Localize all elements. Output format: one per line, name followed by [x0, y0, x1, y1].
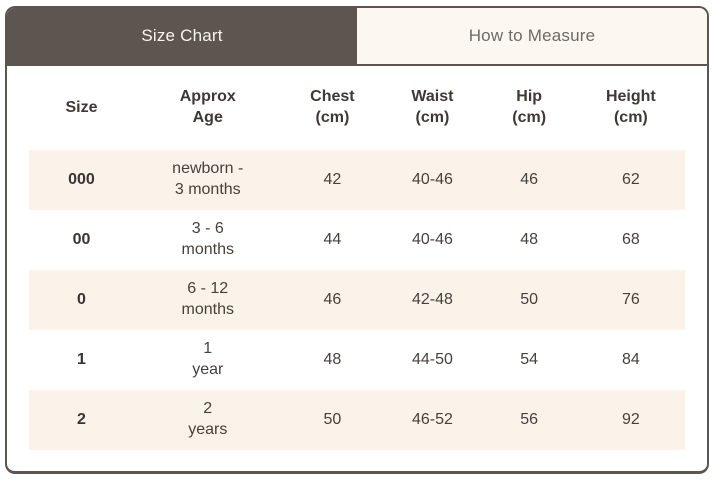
table-row: 00 3 - 6 months 44 40-46 48 68: [29, 210, 685, 270]
cell-size: 2: [29, 390, 134, 450]
cell-hip: 48: [520, 230, 539, 248]
table-header: Size Approx Age Chest (cm) Waist (cm): [29, 66, 685, 150]
tab-bar: Size Chart How to Measure: [7, 8, 707, 66]
cell-approx-age: newborn - 3 months: [133, 150, 282, 210]
table-row: 2 2 years 50 46-52 56 92: [29, 390, 685, 450]
cell-size: 0: [29, 270, 134, 330]
column-header-approx-age: Approx Age: [133, 66, 282, 150]
cell-height: 92: [576, 390, 685, 450]
column-header-hip: Hip (cm): [481, 66, 577, 150]
column-header-size: Size: [29, 66, 134, 150]
cell-approx-age: 3 - 6 months: [181, 220, 234, 258]
cell-hip: 54: [520, 350, 539, 368]
cell-size: 1: [77, 350, 86, 368]
cell-height: 68: [621, 230, 640, 248]
table-row: 000 newborn - 3 months 42 40-46 46 62: [29, 150, 685, 210]
cell-waist: 42-48: [383, 270, 482, 330]
table-row: 0 6 - 12 months 46 42-48 50 76: [29, 270, 685, 330]
tab-size-chart-label: Size Chart: [141, 26, 223, 45]
cell-approx-age: 2 years: [133, 390, 282, 450]
cell-approx-age: 6 - 12 months: [133, 270, 282, 330]
tab-size-chart[interactable]: Size Chart: [7, 8, 357, 64]
cell-size: 000: [29, 150, 134, 210]
cell-waist: 46-52: [383, 390, 482, 450]
cell-waist: 40-46: [411, 230, 453, 248]
size-table: Size Approx Age Chest (cm) Waist (cm): [29, 66, 685, 450]
cell-chest: 44: [323, 230, 342, 248]
table-body: 000 newborn - 3 months 42 40-46 46 62 00: [29, 150, 685, 450]
table-row: 1 1 year 48 44-50 54 84: [29, 330, 685, 390]
cell-approx-age: 1 year: [192, 340, 224, 378]
size-chart-widget: Size Chart How to Measure: [5, 6, 709, 474]
cell-waist: 44-50: [411, 350, 453, 368]
cell-waist: 40-46: [383, 150, 482, 210]
header-row: Size Approx Age Chest (cm) Waist (cm): [29, 66, 685, 150]
cell-hip: 46: [481, 150, 577, 210]
cell-height: 76: [576, 270, 685, 330]
column-header-chest: Chest (cm): [281, 66, 384, 150]
tab-how-to-measure-label: How to Measure: [468, 26, 596, 45]
cell-chest: 46: [281, 270, 384, 330]
cell-chest: 48: [323, 350, 342, 368]
cell-chest: 42: [281, 150, 384, 210]
cell-size: 00: [72, 230, 91, 248]
column-header-waist: Waist (cm): [383, 66, 482, 150]
cell-chest: 50: [281, 390, 384, 450]
cell-height: 84: [621, 350, 640, 368]
tab-how-to-measure[interactable]: How to Measure: [357, 8, 707, 64]
column-header-height: Height (cm): [576, 66, 685, 150]
cell-height: 62: [576, 150, 685, 210]
cell-hip: 56: [481, 390, 577, 450]
size-table-container: Size Approx Age Chest (cm) Waist (cm): [7, 66, 707, 450]
cell-hip: 50: [481, 270, 577, 330]
